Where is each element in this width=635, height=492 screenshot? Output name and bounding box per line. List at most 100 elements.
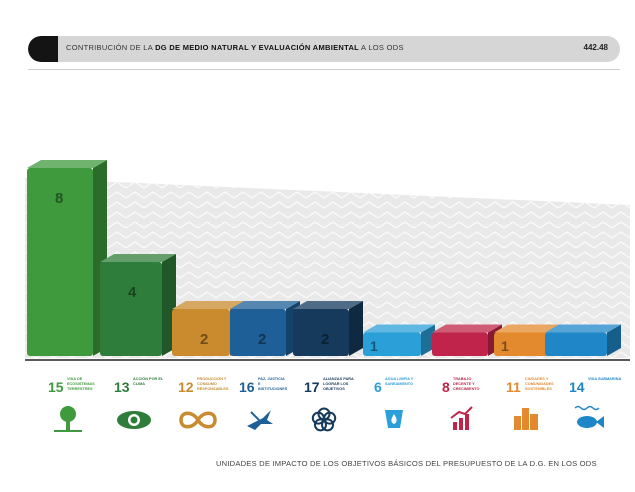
ods-name-line: AGUA LIMPIA Y <box>385 377 414 381</box>
bar-8 <box>432 324 502 356</box>
bar-15: 8 <box>27 160 107 356</box>
bar-side-17 <box>349 301 363 356</box>
building-1 <box>514 416 521 430</box>
flower-petal <box>311 411 325 425</box>
fish-body <box>577 416 597 428</box>
infinity-path <box>179 411 217 429</box>
bar-value-label-17: 2 <box>321 331 329 348</box>
bar-top-6 <box>363 324 435 333</box>
bar-13: 4 <box>100 254 176 356</box>
bar-17: 2 <box>293 301 363 356</box>
ods-name-line: CONSUMO <box>197 382 217 386</box>
ods-name-line: PAZ, JUSTICIA <box>258 377 285 381</box>
dove-icon <box>247 410 273 430</box>
ods-name-line: ALIANZAS PARA <box>323 377 354 381</box>
ods-number-11: 11 <box>506 379 521 395</box>
tree-trunk <box>66 420 70 430</box>
tree-crown <box>60 406 76 422</box>
dove-branch <box>250 411 260 421</box>
ods-name-17: ALIANZAS PARA LOGRAR LOS OBJETIVOS <box>323 377 354 391</box>
ods-number-16: 16 <box>239 379 255 395</box>
growth-line <box>450 406 473 419</box>
building-3 <box>530 414 538 430</box>
ods-name-line: E <box>258 382 261 386</box>
bar-6: 1 <box>363 324 435 356</box>
tree-ground <box>54 430 82 432</box>
growth-bar-1 <box>453 422 457 430</box>
ods-number-12: 12 <box>178 379 194 395</box>
building-2 <box>522 408 529 430</box>
bar-front-15 <box>27 168 93 356</box>
ods-name-line: OBJETIVOS <box>323 387 345 391</box>
footer-caption: UNIDADES DE IMPACTO DE LOS OBJETIVOS BÁS… <box>216 459 597 468</box>
bar-top-14 <box>545 324 621 333</box>
bar-side-6 <box>421 324 435 356</box>
ods-number-15: 15 <box>48 379 64 395</box>
bar-value-label-16: 2 <box>258 331 266 348</box>
ods-name-line: CIUDADES Y <box>525 377 549 381</box>
dove-shape <box>247 410 273 430</box>
bar-value-label-13: 4 <box>128 284 137 301</box>
ods-name-15: VIDA DE ECOSISTEMAS TERRESTRES <box>67 377 95 391</box>
ods-name-line: TERRESTRES <box>67 387 93 391</box>
flower-petal <box>321 418 335 432</box>
ods-name-line: CRECIMIENTO <box>453 387 480 391</box>
ods-name-11: CIUDADES Y COMUNIDADES SOSTENIBLES <box>525 377 554 391</box>
drop-shape <box>391 414 397 424</box>
header-bar: CONTRIBUCIÓN DE LA DG DE MEDIO NATURAL Y… <box>28 36 620 62</box>
growth-bar-2 <box>459 418 463 430</box>
bar-front-6 <box>363 332 421 356</box>
bar-front-11 <box>494 332 550 356</box>
growth-chart-icon <box>450 406 473 430</box>
ods-name-line: VIDA SUBMARINA <box>588 377 621 381</box>
ods-name-line: LOGRAR LOS <box>323 382 349 386</box>
bar-top-13 <box>100 254 176 262</box>
header-cap <box>28 36 58 62</box>
fish-tail <box>596 416 604 428</box>
ods-name-line: ECOSISTEMAS <box>67 382 95 386</box>
header-title: CONTRIBUCIÓN DE LA DG DE MEDIO NATURAL Y… <box>66 43 404 52</box>
bar-top-12 <box>172 301 244 309</box>
bar-top-11 <box>494 324 564 333</box>
eye-globe-icon <box>117 411 151 429</box>
bar-value-label-15: 8 <box>55 190 63 207</box>
ods-number-17: 17 <box>304 379 320 395</box>
ods-name-13: ACCIÓN POR EL CLIMA <box>133 376 164 386</box>
ods-name-6: AGUA LIMPIA Y SANEAMIENTO <box>385 377 414 386</box>
wave-line <box>574 405 600 411</box>
ods-name-line: TRABAJO <box>453 377 471 381</box>
bar-top-15 <box>27 160 107 168</box>
bar-value-label-12: 2 <box>200 331 208 348</box>
bar-front-12 <box>172 309 230 356</box>
bar-top-17 <box>293 301 363 309</box>
bar-14 <box>545 324 621 356</box>
ods-name-line: PRODUCCIÓN Y <box>197 376 227 381</box>
growth-bar-3 <box>465 414 469 430</box>
ods-name-14: VIDA SUBMARINA <box>588 377 621 381</box>
ods-number-14: 14 <box>569 379 585 395</box>
header-value: 442.48 <box>583 43 608 52</box>
ods-name-line: SOSTENIBLES <box>525 387 552 391</box>
ods-number-6: 6 <box>374 379 382 395</box>
bar-top-16 <box>230 301 300 309</box>
header-divider <box>28 69 620 70</box>
bar-side-14 <box>607 324 621 356</box>
ods-name-16: PAZ, JUSTICIA E INSTITUCIONES <box>258 377 288 391</box>
tree-icon <box>54 406 82 432</box>
fish-icon <box>574 405 604 428</box>
bar-front-14 <box>545 332 607 356</box>
ods-name-12: PRODUCCIÓN Y CONSUMO RESPONSABLES <box>197 376 229 391</box>
water-drop-icon <box>385 410 403 428</box>
ods-name-8: TRABAJO DECENTE Y CRECIMIENTO <box>453 377 480 391</box>
ods-name-line: COMUNIDADES <box>525 382 554 386</box>
ods-name-line: DECENTE Y <box>453 382 475 386</box>
flower-icon <box>311 407 337 432</box>
flower-petal <box>313 418 327 432</box>
ods-number-13: 13 <box>114 379 130 395</box>
ods-name-line: CLIMA <box>133 382 145 386</box>
bar-top-8 <box>432 324 502 333</box>
ods-name-line: VIDA DE <box>67 377 83 381</box>
ods-name-line: SANEAMIENTO <box>385 382 413 386</box>
ods-name-line: ACCIÓN POR EL <box>133 376 164 381</box>
